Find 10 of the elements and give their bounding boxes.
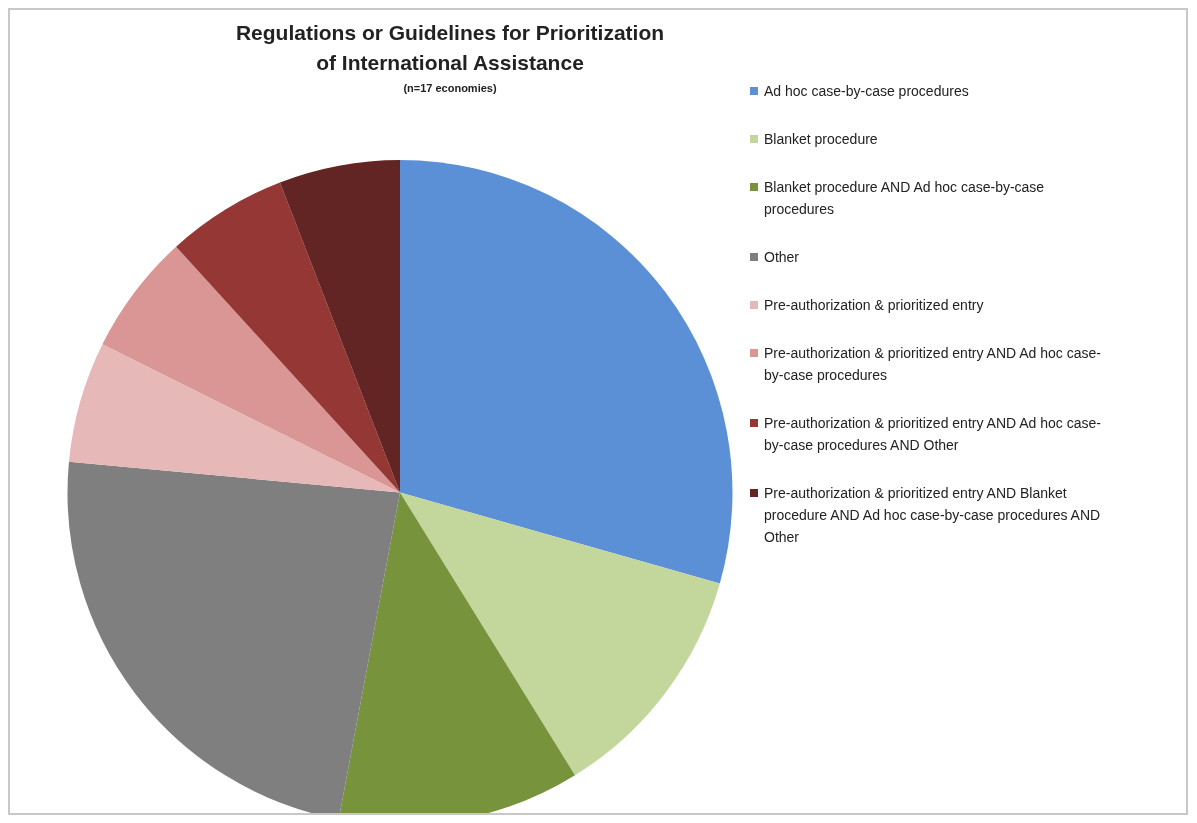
legend-label: Pre-authorization & prioritized entry AND Ad hoc case-by-case procedures AND Other [764,415,1101,453]
chart-title: Regulations or Guidelines for Prioritization of International Assistance [234,20,666,76]
legend-label: Pre-authorization & prioritized entry [764,297,984,313]
legend-label: Other [764,249,800,265]
legend-label: Ad hoc case-by-case procedures [764,83,969,99]
legend-label: Pre-authorization & prioritized entry AND Ad hoc case-by-case procedures [764,345,1101,383]
chart-subtitle: (n=17 economies) [402,82,498,94]
legend-label: Blanket procedure [764,131,878,147]
legend-label: Pre-authorization & prioritized entry AND Blanket procedure AND Ad hoc case-by-case procedures AND Other [764,485,1101,545]
legend-label: Blanket procedure AND Ad hoc case-by-case procedures [764,179,1045,217]
